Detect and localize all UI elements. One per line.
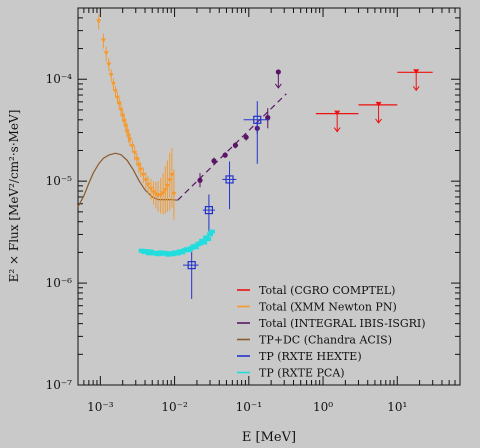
xmm-point: [112, 89, 118, 94]
integral-upper-limit-arrow-head: [274, 83, 282, 89]
xmm-point: [138, 167, 144, 173]
legend-label: Total (XMM Newton PN): [259, 301, 397, 314]
xmm-point: [129, 144, 135, 149]
xmm-point: [106, 62, 112, 67]
xmm-point: [100, 38, 106, 43]
xmm-point: [164, 183, 170, 189]
y-tick-label: 10⁻⁷: [46, 378, 73, 392]
legend-label: TP+DC (Chandra ACIS): [259, 334, 392, 347]
y-tick-label: 10⁻⁴: [46, 72, 73, 86]
comptel-upper-limit-marker: [375, 101, 382, 107]
hexte-point: [253, 115, 262, 124]
xmm-point: [103, 51, 109, 56]
xmm-point: [96, 19, 102, 24]
xmm-point: [153, 192, 159, 197]
xmm-point: [116, 101, 122, 106]
pca-point: [186, 248, 193, 253]
pca-point: [196, 241, 203, 246]
y-axis-label: E² × Flux [MeV²/cm²·s·MeV]: [7, 110, 21, 283]
xmm-point: [145, 182, 151, 188]
xmm-point: [114, 95, 120, 101]
xmm-point: [167, 178, 173, 183]
xmm-point: [110, 81, 116, 87]
integral-point: [197, 177, 203, 183]
xmm-point: [127, 137, 133, 143]
integral-model-line: [177, 93, 287, 201]
hexte-point: [187, 261, 196, 270]
xmm-point: [140, 172, 146, 178]
x-tick-label: 10⁻³: [87, 400, 114, 414]
pca-point: [179, 250, 186, 255]
x-tick-label: 10⁻¹: [236, 400, 262, 414]
pca-point: [205, 237, 212, 242]
xmm-point: [118, 107, 124, 113]
pca-point: [174, 251, 181, 256]
legend: Total (CGRO COMPTEL) Total (XMM Newton PN…: [237, 284, 426, 380]
legend-label: TP (RXTE HEXTE): [259, 350, 362, 363]
xmm-point: [143, 178, 149, 183]
x-tick-label: 10¹: [387, 400, 407, 414]
comptel-upper-limit-marker: [413, 69, 420, 75]
integral-point: [265, 115, 271, 121]
x-tick-label: 10⁻²: [161, 400, 188, 414]
comptel-upper-limit-arrow-head: [412, 85, 420, 92]
axis-ticks: 10⁻³ 10⁻² 10⁻¹ 10⁰ 10¹ 10⁻⁷ 10⁻⁶ 10⁻⁵ 10⁻⁴: [46, 8, 460, 414]
data-marks: [96, 14, 433, 299]
pca-point: [208, 229, 215, 234]
pca-point: [206, 232, 213, 237]
integral-point: [211, 158, 217, 164]
xmm-point: [160, 191, 166, 196]
xmm-point: [132, 150, 138, 156]
pca-point: [201, 240, 208, 245]
xmm-point: [148, 186, 154, 192]
x-axis-label: E [MeV]: [242, 430, 296, 445]
x-tick-label: 10⁰: [313, 400, 333, 414]
xmm-point: [158, 193, 164, 198]
comptel-upper-limit-arrow-head: [375, 118, 382, 124]
xmm-point: [162, 187, 168, 193]
xmm-point: [134, 156, 140, 162]
model-lines: [77, 93, 287, 208]
comptel-upper-limit-arrow-head: [333, 127, 341, 133]
legend-label: Total (CGRO COMPTEL): [259, 284, 395, 297]
pca-point: [192, 245, 199, 250]
comptel-upper-limit-marker: [334, 110, 341, 116]
xmm-point: [108, 73, 114, 78]
xmm-point: [169, 172, 175, 178]
integral-point: [222, 152, 228, 158]
hexte-point: [225, 175, 234, 184]
legend-label: Total (INTEGRAL IBIS-ISGRI): [259, 317, 426, 330]
integral-point: [232, 142, 239, 148]
y-tick-label: 10⁻⁶: [46, 276, 73, 290]
pca-point: [143, 249, 150, 254]
integral-point: [243, 134, 249, 140]
xmm-point: [150, 190, 156, 195]
xmm-point: [136, 162, 142, 168]
y-tick-label: 10⁻⁵: [46, 174, 73, 188]
hexte-point: [204, 206, 214, 215]
xmm-point: [171, 191, 177, 197]
chandra-model-curve: [77, 152, 178, 208]
legend-label: TP (RXTE PCA): [259, 367, 345, 380]
